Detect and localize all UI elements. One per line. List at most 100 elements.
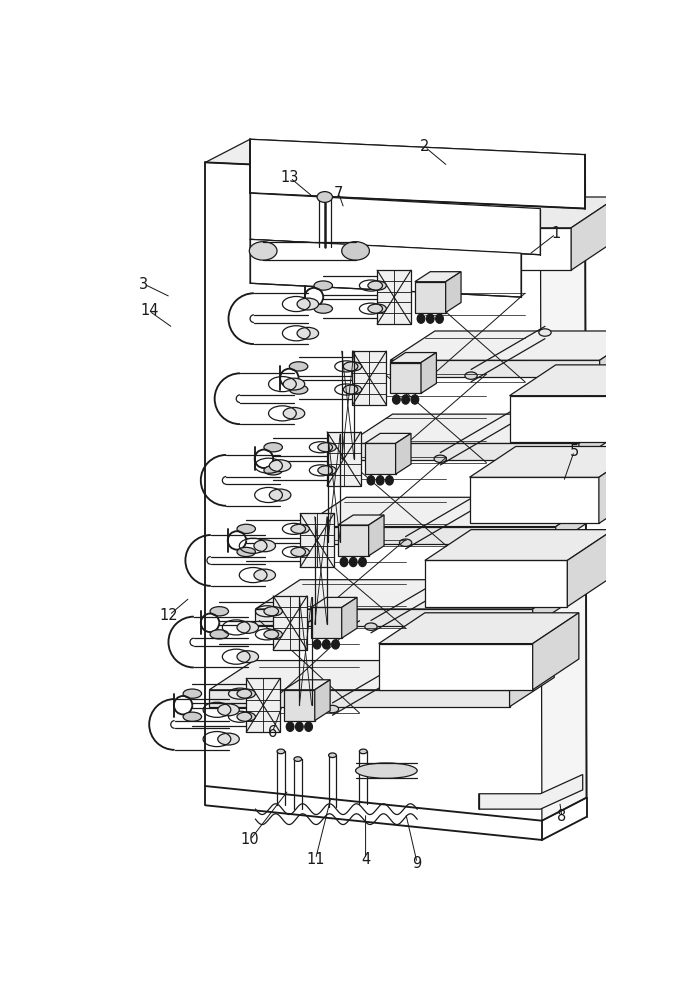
Ellipse shape bbox=[318, 443, 336, 452]
Polygon shape bbox=[255, 609, 533, 626]
Text: 6: 6 bbox=[268, 725, 277, 740]
Text: 8: 8 bbox=[558, 809, 566, 824]
Ellipse shape bbox=[218, 704, 240, 716]
Ellipse shape bbox=[368, 281, 386, 290]
Ellipse shape bbox=[418, 651, 431, 659]
Ellipse shape bbox=[249, 242, 277, 260]
Polygon shape bbox=[541, 155, 587, 821]
Ellipse shape bbox=[483, 491, 495, 498]
Polygon shape bbox=[338, 525, 369, 556]
Ellipse shape bbox=[269, 489, 291, 501]
Polygon shape bbox=[327, 432, 361, 486]
Ellipse shape bbox=[183, 712, 202, 721]
Polygon shape bbox=[533, 613, 579, 690]
Polygon shape bbox=[421, 353, 437, 393]
Ellipse shape bbox=[313, 640, 321, 649]
Polygon shape bbox=[250, 239, 521, 297]
Ellipse shape bbox=[218, 733, 240, 745]
Polygon shape bbox=[415, 282, 446, 312]
Polygon shape bbox=[379, 644, 533, 690]
Ellipse shape bbox=[344, 362, 362, 371]
Ellipse shape bbox=[342, 242, 369, 260]
Ellipse shape bbox=[210, 607, 229, 616]
Ellipse shape bbox=[385, 476, 394, 485]
Polygon shape bbox=[348, 414, 624, 443]
Polygon shape bbox=[300, 513, 334, 567]
Ellipse shape bbox=[344, 385, 362, 394]
Ellipse shape bbox=[417, 314, 425, 323]
Ellipse shape bbox=[427, 314, 434, 323]
Ellipse shape bbox=[350, 557, 357, 567]
Polygon shape bbox=[209, 661, 554, 690]
Polygon shape bbox=[302, 497, 601, 527]
Ellipse shape bbox=[323, 640, 330, 649]
Text: 14: 14 bbox=[140, 303, 159, 318]
Polygon shape bbox=[311, 607, 342, 638]
Ellipse shape bbox=[359, 749, 367, 754]
Ellipse shape bbox=[368, 304, 386, 313]
Ellipse shape bbox=[402, 395, 410, 404]
Ellipse shape bbox=[296, 722, 303, 731]
Polygon shape bbox=[364, 433, 411, 443]
Ellipse shape bbox=[264, 443, 282, 452]
Ellipse shape bbox=[400, 539, 412, 546]
Polygon shape bbox=[446, 272, 461, 312]
Ellipse shape bbox=[329, 753, 336, 758]
Polygon shape bbox=[571, 197, 618, 270]
Polygon shape bbox=[255, 580, 577, 609]
Polygon shape bbox=[250, 193, 541, 255]
Polygon shape bbox=[364, 443, 396, 474]
Ellipse shape bbox=[269, 460, 291, 472]
Ellipse shape bbox=[435, 314, 443, 323]
Text: 5: 5 bbox=[570, 444, 579, 459]
Polygon shape bbox=[510, 365, 675, 396]
Ellipse shape bbox=[290, 362, 308, 371]
Text: 11: 11 bbox=[306, 852, 325, 867]
Ellipse shape bbox=[340, 557, 348, 567]
Polygon shape bbox=[390, 363, 421, 393]
Ellipse shape bbox=[237, 712, 255, 721]
Ellipse shape bbox=[539, 329, 551, 336]
Polygon shape bbox=[533, 580, 577, 626]
Text: 1: 1 bbox=[551, 226, 560, 241]
Ellipse shape bbox=[237, 651, 259, 663]
Polygon shape bbox=[390, 353, 437, 363]
Ellipse shape bbox=[254, 540, 275, 552]
Polygon shape bbox=[352, 351, 386, 405]
Polygon shape bbox=[369, 515, 384, 556]
Ellipse shape bbox=[356, 763, 417, 778]
Ellipse shape bbox=[331, 640, 340, 649]
Ellipse shape bbox=[291, 547, 309, 557]
Ellipse shape bbox=[364, 623, 377, 630]
Ellipse shape bbox=[264, 466, 282, 475]
Polygon shape bbox=[302, 527, 556, 544]
Ellipse shape bbox=[434, 455, 446, 462]
Text: 7: 7 bbox=[334, 186, 344, 201]
Ellipse shape bbox=[210, 630, 229, 639]
Ellipse shape bbox=[254, 569, 275, 581]
Polygon shape bbox=[396, 433, 411, 474]
Polygon shape bbox=[273, 596, 307, 650]
Ellipse shape bbox=[318, 466, 336, 475]
Polygon shape bbox=[250, 139, 585, 209]
Ellipse shape bbox=[367, 476, 375, 485]
Polygon shape bbox=[456, 228, 571, 270]
Ellipse shape bbox=[314, 304, 333, 313]
Text: 12: 12 bbox=[160, 608, 178, 623]
Polygon shape bbox=[510, 396, 629, 442]
Polygon shape bbox=[556, 497, 601, 544]
Ellipse shape bbox=[264, 630, 282, 639]
Text: 3: 3 bbox=[139, 277, 148, 292]
Polygon shape bbox=[470, 477, 599, 523]
Polygon shape bbox=[284, 690, 315, 721]
Ellipse shape bbox=[237, 524, 255, 533]
Ellipse shape bbox=[512, 409, 525, 417]
Polygon shape bbox=[510, 661, 554, 707]
Ellipse shape bbox=[237, 622, 259, 633]
Ellipse shape bbox=[237, 689, 255, 698]
Ellipse shape bbox=[411, 395, 418, 404]
Ellipse shape bbox=[314, 281, 333, 290]
Polygon shape bbox=[379, 613, 579, 644]
Polygon shape bbox=[425, 530, 614, 560]
Polygon shape bbox=[377, 270, 411, 324]
